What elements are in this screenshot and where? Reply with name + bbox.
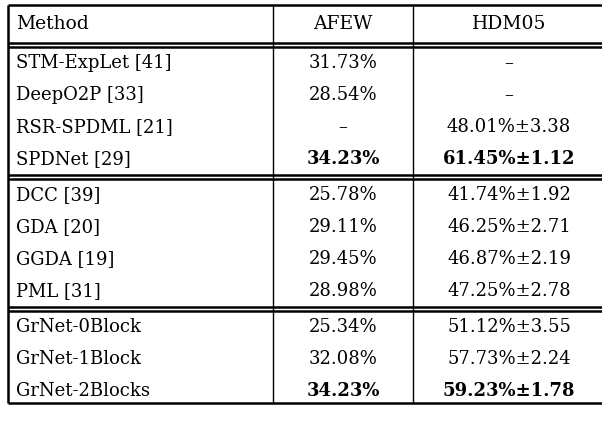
Text: GDA [20]: GDA [20] [16,218,100,236]
Text: 34.23%: 34.23% [306,150,380,168]
Text: HDM05: HDM05 [472,15,546,33]
Text: PML [31]: PML [31] [16,282,101,300]
Text: Method: Method [16,15,88,33]
Text: –: – [504,86,514,104]
Text: DeepO2P [33]: DeepO2P [33] [16,86,144,104]
Text: 46.25%±2.71: 46.25%±2.71 [447,218,571,236]
Text: 29.45%: 29.45% [309,250,377,268]
Text: 34.23%: 34.23% [306,382,380,400]
Text: –: – [504,54,514,72]
Text: 48.01%±3.38: 48.01%±3.38 [447,118,571,136]
Text: AFEW: AFEW [313,15,373,33]
Text: 51.12%±3.55: 51.12%±3.55 [447,318,571,336]
Text: 47.25%±2.78: 47.25%±2.78 [447,282,571,300]
Text: 29.11%: 29.11% [309,218,377,236]
Text: RSR-SPDML [21]: RSR-SPDML [21] [16,118,173,136]
Text: GGDA [19]: GGDA [19] [16,250,114,268]
Text: 57.73%±2.24: 57.73%±2.24 [447,350,571,368]
Text: 59.23%±1.78: 59.23%±1.78 [442,382,576,400]
Text: 25.34%: 25.34% [309,318,377,336]
Text: 31.73%: 31.73% [309,54,377,72]
Text: GrNet-0Block: GrNet-0Block [16,318,141,336]
Text: SPDNet [29]: SPDNet [29] [16,150,131,168]
Text: 28.54%: 28.54% [309,86,377,104]
Text: –: – [338,118,347,136]
Text: STM-ExpLet [41]: STM-ExpLet [41] [16,54,172,72]
Text: 46.87%±2.19: 46.87%±2.19 [447,250,571,268]
Text: GrNet-2Blocks: GrNet-2Blocks [16,382,150,400]
Text: 41.74%±1.92: 41.74%±1.92 [447,186,571,204]
Text: 28.98%: 28.98% [309,282,377,300]
Text: 25.78%: 25.78% [309,186,377,204]
Text: 61.45%±1.12: 61.45%±1.12 [442,150,576,168]
Text: DCC [39]: DCC [39] [16,186,101,204]
Text: 32.08%: 32.08% [309,350,377,368]
Text: GrNet-1Block: GrNet-1Block [16,350,141,368]
